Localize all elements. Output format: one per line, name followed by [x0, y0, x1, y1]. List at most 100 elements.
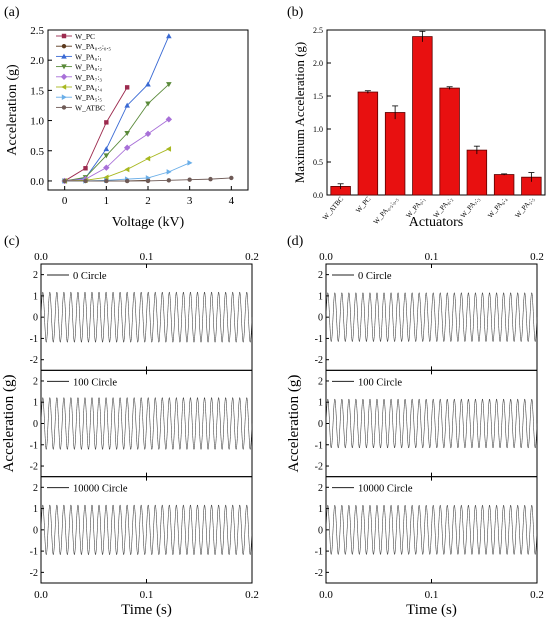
y-tick-label: 0.5: [30, 146, 44, 158]
legend-label: W_PA₆:₄: [75, 83, 102, 92]
top-tick-label: 0.0: [34, 251, 48, 263]
data-point: [83, 166, 88, 171]
series-line: [64, 35, 170, 182]
legend-label: 0 Circle: [73, 271, 107, 282]
legend-label: W_PC: [75, 32, 95, 41]
data-point: [103, 153, 110, 159]
legend-marker: [61, 64, 67, 70]
series-line: [64, 87, 128, 182]
legend-marker: [61, 94, 67, 100]
legend-label: 10000 Circle: [358, 484, 413, 495]
data-point: [145, 101, 151, 107]
y-tick-label: 1: [33, 291, 38, 302]
bar: [384, 112, 406, 196]
bottom-tick-label: 0.1: [425, 589, 439, 601]
legend-marker: [61, 84, 67, 90]
data-point: [104, 178, 109, 184]
legend-label: W_PA₀:₁: [75, 52, 102, 61]
bottom-tick-label: 0.2: [530, 589, 544, 601]
bar: [439, 87, 460, 196]
waveform-line: [40, 504, 253, 556]
data-point: [62, 178, 67, 184]
waveform-line: [325, 504, 538, 555]
legend-marker: [61, 105, 67, 110]
y-tick-label: 1: [33, 398, 38, 409]
top-tick-label: 0.2: [245, 251, 259, 263]
category-label: W_ATBC: [321, 195, 345, 222]
bar: [357, 91, 379, 196]
y-tick-label: 0.5: [313, 158, 323, 167]
x-axis-label: Time (s): [121, 602, 172, 618]
y-tick-label: 1.0: [30, 116, 44, 128]
data-point: [103, 174, 109, 181]
x-axis-label: Voltage (kV): [112, 215, 185, 230]
data-point: [165, 116, 173, 123]
y-tick-label: -2: [30, 355, 38, 366]
bottom-tick-label: 0.1: [140, 589, 154, 601]
data-point: [103, 164, 110, 171]
y-tick-label: 0: [33, 419, 38, 430]
series-line: [64, 148, 170, 182]
legend-label: W_PA₇:₃: [75, 73, 102, 82]
legend-marker: [61, 44, 67, 49]
x-tick-label: 3: [187, 195, 193, 207]
y-tick-label: 0: [318, 419, 323, 430]
panel-label-a: (a): [4, 5, 20, 20]
x-tick-label: 2: [145, 195, 151, 207]
y-tick-label: 2.0: [30, 55, 44, 67]
category-label: W_PC: [354, 195, 372, 215]
legend-marker: [60, 73, 68, 80]
y-tick-label: 2.0: [313, 59, 323, 68]
series-line: [64, 84, 170, 182]
y-tick-label: -1: [315, 334, 323, 345]
y-tick-label: 1: [33, 504, 38, 515]
x-axis-label: Actuators: [409, 215, 463, 230]
top-tick-label: 0.0: [319, 251, 333, 263]
data-point: [229, 175, 234, 181]
bottom-tick-label: 0.0: [319, 589, 333, 601]
y-axis-label: Acceleration (g): [286, 375, 302, 473]
y-tick-label: 1.0: [313, 125, 323, 134]
y-tick-label: 2.5: [30, 25, 44, 37]
y-tick-label: -2: [315, 462, 323, 473]
waveform-line: [40, 397, 253, 450]
panel-d-waveforms: 0.0 0.0 0.1 0.1 0.2 0.2 -2 -1 0 1 2 0 Circle -2 -1 0 1 2…: [286, 251, 544, 618]
legend-label: W_PA₅:₅: [75, 93, 102, 102]
y-tick-label: -1: [30, 440, 38, 451]
data-point: [187, 160, 193, 166]
x-axis-label: Time (s): [406, 602, 457, 618]
y-tick-label: 0: [33, 525, 38, 536]
y-tick-label: 0: [318, 525, 323, 536]
y-tick-label: -2: [315, 355, 323, 366]
data-point: [166, 178, 172, 183]
data-point: [124, 178, 130, 184]
y-tick-label: 2.5: [313, 26, 323, 35]
y-tick-label: 2: [33, 270, 38, 281]
y-tick-label: 2: [318, 376, 323, 387]
y-tick-label: -1: [315, 547, 323, 558]
legend-label: W_PA₈:₂: [75, 63, 102, 72]
y-axis-label: Acceleration (g): [5, 64, 20, 156]
y-tick-label: 1: [318, 291, 323, 302]
top-tick-label: 0.1: [140, 251, 154, 263]
y-axis-label: Maximum Acceleration (g): [292, 42, 307, 184]
data-point: [104, 120, 109, 125]
panel-b-bar-chart: 0.0 0.5 1.0 1.5 2.0 2.5 W_ATBC W_PC W_PA₀.₅:₀.₅ W…: [292, 26, 546, 230]
legend-label: 100 Circle: [358, 377, 402, 388]
bottom-tick-label: 0.2: [245, 589, 259, 601]
plot-frame: [326, 29, 546, 196]
bar: [466, 149, 488, 196]
y-tick-label: 2: [318, 270, 323, 281]
data-point: [166, 82, 172, 88]
legend-marker: [61, 33, 67, 39]
y-tick-label: 1: [318, 504, 323, 515]
y-tick-label: 0.0: [313, 191, 323, 200]
panel-label-d: (d): [287, 234, 304, 249]
y-tick-label: 2: [33, 483, 38, 494]
y-tick-label: 2: [33, 376, 38, 387]
data-point: [145, 155, 151, 162]
y-tick-label: -2: [30, 462, 38, 473]
bar: [493, 174, 515, 196]
y-tick-label: 0: [318, 313, 323, 324]
panel-label-b: (b): [287, 5, 304, 20]
